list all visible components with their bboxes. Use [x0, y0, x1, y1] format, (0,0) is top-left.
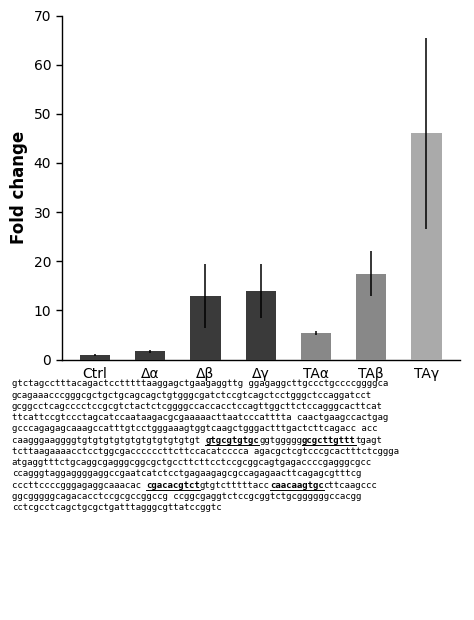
Text: caagggaaggggtgtgtgtgtgtgtgtgtgtgtgt: caagggaaggggtgtgtgtgtgtgtgtgtgtgtgt	[12, 436, 205, 445]
Text: tcttaagaaaacctcctggcgaccccccttcttccacatcccca agacgctcgtcccgcactttctcggga: tcttaagaaaacctcctggcgaccccccttcttccacatc…	[12, 447, 399, 456]
Text: tgagt: tgagt	[356, 436, 383, 445]
Text: gcccagagagcaaagccatttgtcctgggaaagtggtcaagctgggactttgactcttcagacc acc: gcccagagagcaaagccatttgtcctgggaaagtggtcaa…	[12, 425, 377, 433]
Bar	[411, 133, 442, 360]
Bar	[190, 296, 220, 360]
Text: ggcgggggcagacacctccgcgccggccg ccggcgaggtctccgcggtctgcggggggccacgg: ggcgggggcagacacctccgcgccggccg ccggcgaggt…	[12, 492, 361, 501]
Text: atgaggtttctgcaggcgagggcggcgctgccttcttcctccgcggcagtgagaccccgagggcgcc: atgaggtttctgcaggcgagggcggcgctgccttcttcct…	[12, 458, 372, 467]
Bar	[246, 291, 276, 360]
Bar	[356, 273, 386, 360]
Text: gtgtctttttacc: gtgtctttttacc	[200, 480, 270, 490]
Text: ttcattccgtccctagcatccaataagacgcgaaaaacttaatcccatttta caactgaagccactgag: ttcattccgtccctagcatccaataagacgcgaaaaactt…	[12, 413, 388, 422]
Text: gcggcctcagcccctccgcgtctactctcggggccaccacctccagttggcttctccagggcacttcat: gcggcctcagcccctccgcgtctactctcggggccaccac…	[12, 402, 383, 411]
Text: cgacacgtct: cgacacgtct	[146, 480, 200, 490]
Text: cttcaagccc: cttcaagccc	[324, 480, 377, 490]
Text: ccagggtaggaggggaggccgaatcatctcctgagaagagcgccagagaacttcagagcgtttcg: ccagggtaggaggggaggccgaatcatctcctgagaagag…	[12, 469, 361, 479]
Text: gtctagcctttacagactcctttttaaggagctgaagaggttg ggagaggcttgccctgccccggggca: gtctagcctttacagactcctttttaaggagctgaagagg…	[12, 379, 388, 389]
Bar	[301, 332, 331, 360]
Text: cctcgcctcagctgcgctgatttagggcgttatccggtc: cctcgcctcagctgcgctgatttagggcgttatccggtc	[12, 503, 221, 512]
Text: gtgcgtgtgc: gtgcgtgtgc	[205, 436, 259, 445]
Y-axis label: Fold change: Fold change	[10, 131, 28, 244]
Text: caacaagtgc: caacaagtgc	[270, 480, 324, 490]
Text: gcgcttgttt: gcgcttgttt	[302, 436, 356, 445]
Text: gcagaaacccgggcgctgctgcagcagctgtgggcgatctccgtcagctcctgggctccaggatcct: gcagaaacccgggcgctgctgcagcagctgtgggcgatct…	[12, 391, 372, 400]
Text: ggtggggg: ggtggggg	[259, 436, 302, 445]
Bar	[80, 355, 110, 360]
Text: cccttccccgggagaggcaaacac: cccttccccgggagaggcaaacac	[12, 480, 146, 490]
Bar	[135, 352, 165, 360]
